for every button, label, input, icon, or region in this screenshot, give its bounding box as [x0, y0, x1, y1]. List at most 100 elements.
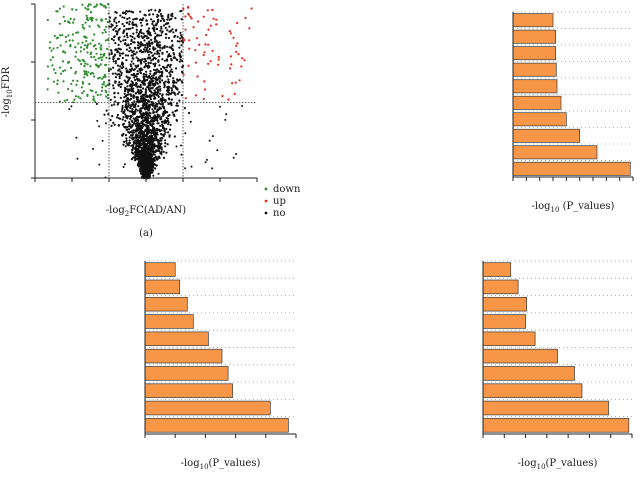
no-point: [158, 106, 161, 109]
no-point: [130, 65, 133, 68]
no-point: [169, 29, 173, 32]
no-point: [121, 104, 124, 108]
no-point: [129, 125, 132, 128]
no-point: [156, 133, 159, 136]
no-point: [143, 66, 146, 69]
no-point: [135, 157, 138, 160]
down-point: [75, 51, 78, 54]
up-point: [229, 32, 232, 35]
no-point: [166, 75, 169, 78]
no-point: [163, 19, 166, 23]
no-point: [125, 70, 128, 73]
down-point: [74, 46, 77, 49]
kegg-pathway-panel: -log10(P_values): [482, 260, 633, 471]
no-point: [140, 50, 143, 53]
no-point: [158, 156, 161, 159]
no-point: [127, 144, 130, 147]
no-point: [170, 89, 174, 92]
no-point: [146, 150, 149, 153]
no-point: [129, 27, 132, 30]
no-point: [166, 81, 170, 84]
down-point: [68, 21, 71, 24]
no-point: [113, 96, 116, 99]
down-point: [106, 97, 109, 100]
no-point: [128, 46, 131, 50]
no-point: [183, 107, 186, 110]
no-point: [137, 125, 140, 128]
no-point: [163, 59, 166, 62]
no-point: [132, 145, 135, 148]
no-point: [179, 78, 182, 81]
no-point: [140, 130, 144, 133]
no-point: [168, 135, 171, 138]
no-point: [148, 88, 151, 91]
no-point: [145, 42, 149, 45]
no-point: [119, 48, 122, 51]
no-point: [165, 127, 168, 131]
no-point: [123, 79, 126, 82]
no-point: [160, 142, 163, 145]
no-point: [134, 117, 137, 120]
no-point: [150, 75, 153, 78]
no-point: [160, 75, 164, 78]
no-point: [131, 148, 134, 151]
no-point: [155, 149, 158, 152]
no-point: [160, 116, 163, 119]
up-point: [196, 75, 199, 78]
no-point: [171, 70, 174, 74]
no-point: [150, 38, 153, 42]
no-point: [144, 60, 147, 63]
no-point: [124, 42, 127, 45]
no-point: [137, 88, 140, 92]
down-point: [103, 28, 106, 31]
no-point: [132, 50, 135, 53]
no-point: [180, 80, 183, 83]
up-point: [211, 8, 214, 12]
no-point: [149, 72, 152, 75]
no-point: [147, 138, 150, 141]
no-point: [129, 104, 132, 107]
down-point: [95, 52, 98, 55]
no-point: [144, 79, 147, 82]
no-point: [110, 52, 113, 56]
down-point: [83, 65, 86, 68]
down-point: [87, 71, 90, 74]
no-point: [126, 109, 129, 112]
no-point: [211, 167, 214, 170]
up-point: [234, 81, 237, 84]
no-point: [114, 60, 117, 63]
no-point: [176, 92, 179, 95]
legend-no-label: no: [273, 208, 285, 219]
down-point: [105, 95, 108, 98]
no-point: [161, 58, 164, 61]
down-point: [93, 100, 96, 103]
up-point: [194, 94, 198, 97]
no-point: [138, 91, 141, 94]
no-point: [148, 48, 151, 51]
no-point: [113, 20, 116, 23]
no-point: [152, 13, 155, 16]
no-point: [170, 104, 173, 107]
no-point: [122, 31, 125, 35]
no-point: [128, 139, 131, 142]
down-point: [106, 93, 109, 96]
no-point: [152, 46, 155, 49]
down-point: [51, 56, 55, 59]
no-point: [132, 113, 135, 116]
down-point: [94, 44, 97, 47]
bar: [512, 112, 567, 127]
no-point: [123, 163, 126, 166]
no-point: [125, 142, 128, 145]
no-point: [136, 144, 139, 148]
up-point: [231, 82, 234, 85]
no-point: [143, 175, 146, 178]
no-point: [115, 33, 118, 36]
down-point: [96, 93, 99, 97]
no-point: [137, 32, 140, 36]
no-point: [117, 50, 120, 53]
no-point: [122, 143, 125, 146]
no-point: [136, 44, 140, 47]
no-point: [170, 68, 173, 71]
no-point: [140, 167, 143, 170]
x-axis-label: -log10(P_values): [518, 458, 598, 471]
